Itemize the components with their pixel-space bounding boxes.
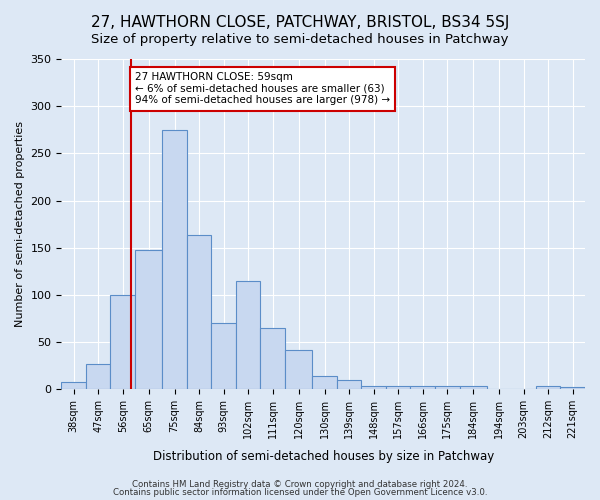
Bar <box>135 250 163 390</box>
Bar <box>536 386 560 390</box>
Bar <box>435 386 460 390</box>
Bar <box>361 386 386 390</box>
X-axis label: Distribution of semi-detached houses by size in Patchway: Distribution of semi-detached houses by … <box>152 450 494 462</box>
Bar <box>312 376 337 390</box>
Bar <box>337 380 361 390</box>
Bar <box>236 281 260 390</box>
Bar <box>386 386 410 390</box>
Bar <box>86 364 110 390</box>
Y-axis label: Number of semi-detached properties: Number of semi-detached properties <box>15 121 25 327</box>
Bar <box>460 386 487 390</box>
Bar <box>187 236 211 390</box>
Bar <box>260 328 285 390</box>
Bar <box>61 382 86 390</box>
Text: 27, HAWTHORN CLOSE, PATCHWAY, BRISTOL, BS34 5SJ: 27, HAWTHORN CLOSE, PATCHWAY, BRISTOL, B… <box>91 15 509 30</box>
Bar <box>110 295 135 390</box>
Bar <box>163 130 187 390</box>
Bar <box>285 350 312 390</box>
Text: Size of property relative to semi-detached houses in Patchway: Size of property relative to semi-detach… <box>91 32 509 46</box>
Text: 27 HAWTHORN CLOSE: 59sqm
← 6% of semi-detached houses are smaller (63)
94% of se: 27 HAWTHORN CLOSE: 59sqm ← 6% of semi-de… <box>135 72 390 106</box>
Bar <box>211 323 236 390</box>
Text: Contains HM Land Registry data © Crown copyright and database right 2024.: Contains HM Land Registry data © Crown c… <box>132 480 468 489</box>
Bar <box>410 386 435 390</box>
Bar <box>560 388 585 390</box>
Text: Contains public sector information licensed under the Open Government Licence v3: Contains public sector information licen… <box>113 488 487 497</box>
